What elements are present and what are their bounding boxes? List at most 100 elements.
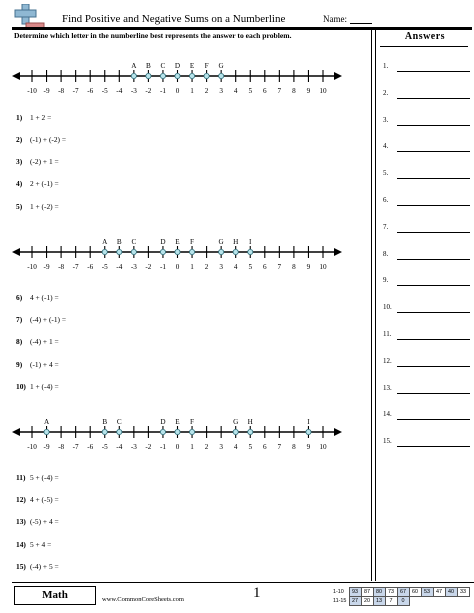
problem-expression: 4 + (-1) = bbox=[30, 293, 59, 302]
answer-blank[interactable] bbox=[397, 124, 470, 126]
tick-label: 9 bbox=[307, 443, 311, 451]
problem: 8) (-4) + 1 = bbox=[16, 337, 59, 346]
problem: 13) (-5) + 4 = bbox=[16, 517, 59, 526]
answer-row: 12. bbox=[383, 355, 473, 369]
tick-label: 0 bbox=[176, 87, 180, 95]
arrow-right-icon bbox=[334, 428, 342, 436]
answer-row: 10. bbox=[383, 301, 473, 315]
tick-label: -5 bbox=[102, 263, 108, 271]
score-cell: 0 bbox=[396, 596, 410, 606]
tick-label: -3 bbox=[131, 263, 137, 271]
point-marker bbox=[218, 248, 225, 255]
tick-label: 7 bbox=[278, 263, 282, 271]
point-letter: D bbox=[160, 238, 165, 246]
score-cell: 53 bbox=[420, 587, 434, 597]
tick-label: -7 bbox=[73, 443, 79, 451]
name-line[interactable] bbox=[350, 23, 372, 24]
answer-blank[interactable] bbox=[397, 392, 470, 394]
problem: 15) (-4) + 5 = bbox=[16, 562, 59, 571]
point-letter: E bbox=[175, 418, 180, 426]
point-letter: C bbox=[161, 62, 166, 70]
answer-row: 3. bbox=[383, 114, 473, 128]
tick-label: 3 bbox=[219, 443, 223, 451]
problem-number: 14) bbox=[16, 540, 26, 549]
page-title: Find Positive and Negative Sums on a Num… bbox=[62, 13, 286, 25]
answers-title: Answers bbox=[404, 31, 446, 42]
website: www.CommonCoreSheets.com bbox=[102, 596, 184, 603]
answer-blank[interactable] bbox=[397, 151, 470, 153]
answer-row: 4. bbox=[383, 140, 473, 154]
problem: 7) (-4) + (-1) = bbox=[16, 315, 66, 324]
tick-label: -4 bbox=[116, 443, 122, 451]
problem: 3) (-2) + 1 = bbox=[16, 157, 59, 166]
answer-blank[interactable] bbox=[397, 419, 470, 421]
point-letter: A bbox=[131, 62, 137, 70]
point-letter: C bbox=[117, 418, 122, 426]
answer-row: 2. bbox=[383, 87, 473, 101]
problem-expression: (-1) + 4 = bbox=[30, 360, 59, 369]
problem-number: 3) bbox=[16, 157, 23, 166]
numberline-2: -10 -9 -8 -7 -6 -5 -4 -3 -2 -1 0 1 2 3 4 5 6 7 8 9 10A B C D E F G… bbox=[12, 238, 342, 271]
page-number: 1 bbox=[253, 585, 261, 601]
problem: 1) 1 + 2 = bbox=[16, 113, 51, 122]
answer-number: 10. bbox=[383, 303, 392, 312]
point-letter: B bbox=[117, 238, 122, 246]
score-cell: 20 bbox=[360, 596, 374, 606]
tick-label: -7 bbox=[73, 87, 79, 95]
point-marker bbox=[174, 72, 181, 79]
answer-row: 11. bbox=[383, 328, 473, 342]
answer-blank[interactable] bbox=[397, 285, 470, 287]
tick-label: -1 bbox=[160, 263, 166, 271]
problem: 2) (-1) + (-2) = bbox=[16, 135, 66, 144]
problem-number: 12) bbox=[16, 495, 26, 504]
answer-blank[interactable] bbox=[397, 231, 470, 233]
problem-number: 15) bbox=[16, 562, 26, 571]
tick-label: 8 bbox=[292, 443, 296, 451]
answer-blank[interactable] bbox=[397, 339, 470, 340]
tick-label: 6 bbox=[263, 443, 267, 451]
point-letter: G bbox=[219, 62, 224, 70]
arrow-right-icon bbox=[334, 72, 342, 80]
point-marker bbox=[116, 248, 123, 255]
point-marker bbox=[189, 72, 196, 79]
problem-number: 5) bbox=[16, 202, 23, 211]
tick-label: 2 bbox=[205, 443, 209, 451]
answer-blank[interactable] bbox=[397, 446, 470, 448]
problem-number: 4) bbox=[16, 179, 23, 188]
point-letter: I bbox=[307, 418, 310, 426]
point-letter: A bbox=[102, 238, 108, 246]
answer-row: 15. bbox=[383, 435, 473, 449]
answer-number: 12. bbox=[383, 356, 392, 365]
tick-label: -10 bbox=[27, 87, 37, 95]
point-letter: E bbox=[175, 238, 180, 246]
point-letter: F bbox=[190, 238, 194, 246]
problem-number: 11) bbox=[16, 473, 26, 482]
tick-label: 8 bbox=[292, 87, 296, 95]
tick-label: -10 bbox=[27, 263, 37, 271]
score-cell: 87 bbox=[360, 587, 374, 597]
arrow-left-icon bbox=[12, 248, 20, 256]
point-marker bbox=[159, 428, 166, 435]
point-marker bbox=[305, 428, 312, 435]
answer-number: 13. bbox=[383, 383, 392, 392]
answer-blank[interactable] bbox=[397, 71, 470, 72]
point-letter: D bbox=[175, 62, 180, 70]
tick-label: 1 bbox=[190, 263, 194, 271]
problem-expression: (-5) + 4 = bbox=[30, 517, 59, 526]
tick-label: -3 bbox=[131, 443, 137, 451]
answer-blank[interactable] bbox=[397, 365, 470, 367]
tick-label: 5 bbox=[248, 87, 252, 95]
answer-blank[interactable] bbox=[397, 97, 470, 99]
answer-row: 5. bbox=[383, 167, 473, 181]
answer-blank[interactable] bbox=[397, 205, 470, 206]
problem-expression: 1 + 2 = bbox=[30, 113, 52, 122]
header-rule bbox=[12, 27, 472, 30]
answer-blank[interactable] bbox=[397, 312, 470, 314]
answer-number: 4. bbox=[383, 142, 389, 151]
problem-number: 8) bbox=[16, 337, 23, 346]
problem-expression: 1 + (-4) = bbox=[30, 382, 59, 391]
tick-label: 4 bbox=[234, 87, 238, 95]
tick-label: -4 bbox=[116, 263, 122, 271]
answer-blank[interactable] bbox=[397, 258, 470, 260]
answer-blank[interactable] bbox=[397, 178, 470, 180]
